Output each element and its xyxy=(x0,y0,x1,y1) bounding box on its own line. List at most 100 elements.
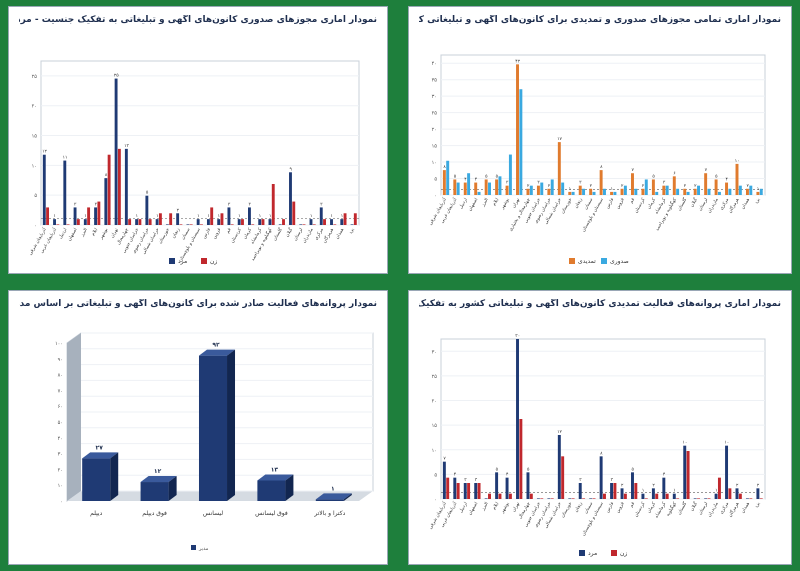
data-label: ۳ xyxy=(74,201,77,207)
bar xyxy=(568,191,572,195)
data-label: ۵ xyxy=(652,174,655,179)
x-tick-label: سمنان xyxy=(584,197,595,210)
bar xyxy=(529,185,533,195)
bar xyxy=(749,185,753,195)
bar xyxy=(278,224,282,225)
bar xyxy=(557,435,561,499)
x-tick-label: دیپلم xyxy=(90,510,102,517)
bar xyxy=(474,182,478,195)
bar xyxy=(676,498,680,499)
data-label: ۲۷ xyxy=(96,444,104,451)
bar xyxy=(343,213,347,225)
bar-top xyxy=(82,452,119,459)
bar xyxy=(169,213,173,225)
bar xyxy=(613,191,617,195)
bar xyxy=(467,483,471,499)
x-tick-label: همدان xyxy=(741,501,752,514)
x-tick-label: کرمان xyxy=(646,196,657,210)
data-label: ۵ xyxy=(496,467,499,472)
x-tick-label: بوشهر xyxy=(500,198,511,212)
x-tick-label: ایلام xyxy=(492,502,500,511)
bar xyxy=(148,219,152,225)
x-tick-label: البرز xyxy=(80,228,89,239)
legend-label: تمدیدی xyxy=(578,258,596,265)
bar xyxy=(756,488,760,499)
data-label: ۲ xyxy=(746,184,749,189)
bar xyxy=(124,148,128,225)
data-label: ۱۷ xyxy=(557,137,562,142)
x-tick-label: قزوین xyxy=(616,198,626,210)
data-label: ۲۵ xyxy=(114,74,119,79)
x-tick-label: اردبیل xyxy=(58,228,68,240)
bar xyxy=(257,480,286,501)
x-tick-label: سیستان و بلوچستان xyxy=(581,501,604,537)
chart-panel-issued-by-gender: نمودار آماری مجوزهای صدوری کانون‌های آگه… xyxy=(8,6,388,274)
bar xyxy=(145,195,149,225)
data-label: ۶ xyxy=(673,171,675,176)
data-label: ۱ xyxy=(569,187,571,192)
data-label: ۲ xyxy=(621,184,624,189)
bar xyxy=(94,207,98,225)
bar xyxy=(536,498,540,499)
legend-label: زن xyxy=(620,550,627,557)
legend-label: مرد xyxy=(588,550,597,557)
y-tick-label: ۱۵ xyxy=(432,423,438,429)
data-label: ۲ xyxy=(757,483,760,488)
bar xyxy=(735,488,739,499)
y-tick-label: ۵ xyxy=(434,177,437,183)
bar xyxy=(655,493,659,499)
chart-panel-renewed-by-gender: نمودار آماری پروانه‌های فعالیت تمدیدی کا… xyxy=(408,290,792,565)
bar xyxy=(578,483,582,499)
y-tick-label: ۵۰ xyxy=(58,420,63,426)
bar xyxy=(557,142,561,195)
data-label: ۷ xyxy=(631,168,634,173)
bar xyxy=(340,219,344,225)
bar xyxy=(495,179,499,195)
bar xyxy=(651,179,655,195)
bar xyxy=(350,224,354,225)
bar-side xyxy=(343,493,352,501)
data-label: ۸ xyxy=(443,165,446,170)
data-label: ۳ xyxy=(506,180,509,186)
data-label: ۴ xyxy=(663,473,666,478)
bar xyxy=(672,176,676,195)
bar xyxy=(446,160,450,195)
bar xyxy=(463,182,467,195)
bar xyxy=(309,219,313,225)
bar xyxy=(323,219,326,225)
data-label: ۱ xyxy=(757,187,759,192)
data-label: ۲ xyxy=(548,184,551,189)
y-tick-label: ۳۵ xyxy=(432,78,438,84)
data-label: ۱۰ xyxy=(724,441,729,446)
x-tick-label: هرمزگان xyxy=(726,196,741,214)
bar xyxy=(258,219,262,225)
data-label: ۱ xyxy=(673,489,675,494)
data-label: ۱ xyxy=(331,214,333,219)
bar xyxy=(634,188,638,195)
bar-top xyxy=(140,476,177,483)
bar xyxy=(634,483,638,499)
x-tick-label: یزد xyxy=(754,501,762,509)
bar xyxy=(707,498,711,499)
bar xyxy=(592,191,596,195)
y-tick-label: ۱۰۰ xyxy=(55,341,63,347)
y-tick-label: ۷۰ xyxy=(58,388,63,394)
bar xyxy=(714,179,718,195)
plot-side-wall xyxy=(67,333,81,501)
y-tick-label: ۹۰ xyxy=(58,357,63,363)
bar xyxy=(738,493,742,499)
bar xyxy=(241,219,244,225)
bar xyxy=(561,182,565,195)
data-label: ۵ xyxy=(631,467,634,472)
x-tick-label: هرمزگان xyxy=(321,226,336,244)
x-tick-label: تهران xyxy=(110,227,120,239)
x-tick-label: بوشهر xyxy=(500,502,511,516)
bar xyxy=(717,191,721,195)
bar xyxy=(516,64,519,195)
data-label: ۵ xyxy=(715,174,718,179)
data-label: ۱ xyxy=(310,214,312,219)
y-tick-label: ۲۵ xyxy=(432,111,438,117)
data-label: ۳ xyxy=(228,201,231,207)
y-tick-label: ۴۰ xyxy=(432,61,437,67)
